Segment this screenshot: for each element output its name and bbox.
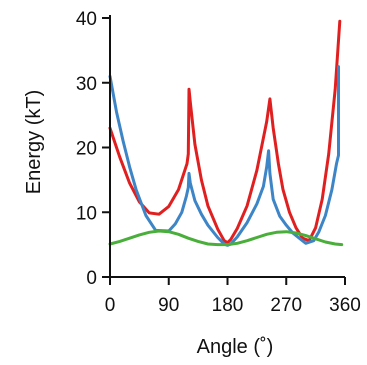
y-tick-label: 30 xyxy=(76,74,97,95)
y-tick-label: 20 xyxy=(76,139,97,160)
x-tick-label: 270 xyxy=(270,295,302,316)
x-tick-label: 360 xyxy=(329,295,361,316)
y-tick-label: 10 xyxy=(76,203,97,224)
series-line-2 xyxy=(108,65,340,247)
series-layer xyxy=(108,19,344,247)
x-tick-label: 0 xyxy=(105,295,116,316)
y-tick-label: 0 xyxy=(86,268,97,289)
axes: 0 10 20 30 40 0 90 180 270 360 xyxy=(76,9,361,316)
series-line-1 xyxy=(108,19,342,245)
x-tick-label: 180 xyxy=(212,295,244,316)
x-tick-label: 90 xyxy=(158,295,179,316)
y-tick-label: 40 xyxy=(76,9,97,30)
series-line-3 xyxy=(108,229,344,247)
x-axis-title: Angle (˚) xyxy=(197,336,274,358)
y-axis-title: Energy (kT) xyxy=(23,90,45,194)
